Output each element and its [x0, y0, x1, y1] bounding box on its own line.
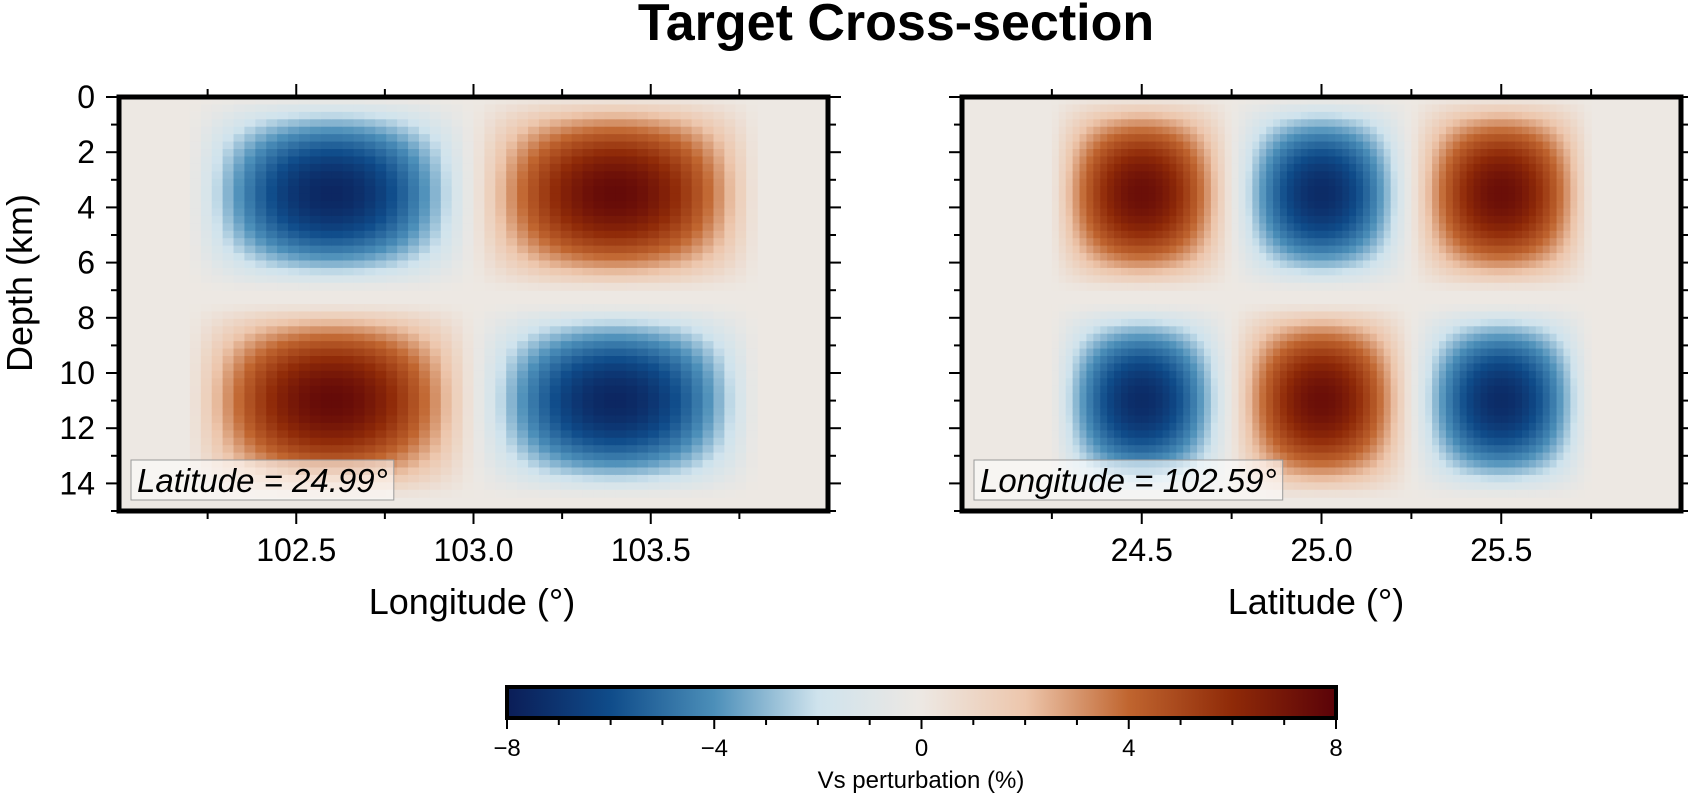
x-tick-label: 103.0 — [433, 532, 513, 568]
x-tick-label: 25.5 — [1470, 532, 1532, 568]
colorbar-tick-label: 8 — [1329, 735, 1342, 762]
x-axis-label-latitude: Latitude (°) — [1228, 581, 1404, 622]
colorbar: −8 −4 0 4 8 — [493, 685, 1343, 762]
anomaly-fast — [473, 97, 758, 291]
x-tick-label: 103.5 — [611, 532, 691, 568]
x-axis-label-longitude: Longitude (°) — [369, 581, 576, 622]
y-tick-label: 0 — [77, 79, 95, 115]
y-tick-label: 2 — [77, 134, 95, 170]
anomaly-fast — [1051, 97, 1233, 291]
y-tick-label: 14 — [59, 465, 95, 501]
panel-latitude-section: 24.5 25.0 25.5 Longitude = 102.59° — [949, 84, 1688, 568]
anomaly-slow — [189, 97, 475, 291]
colorbar-label: Vs perturbation (%) — [818, 767, 1025, 794]
y-tick-label: 8 — [77, 300, 95, 336]
colorbar-tick-label: 4 — [1122, 735, 1135, 762]
y-tick-label: 4 — [77, 189, 95, 225]
x-tick-label: 25.0 — [1290, 532, 1352, 568]
colorbar-tick-label: 0 — [915, 735, 928, 762]
anomaly-fast — [1411, 97, 1592, 291]
x-tick-label: 24.5 — [1111, 532, 1173, 568]
chart-title: Target Cross-section — [638, 0, 1154, 52]
y-tick-label: 6 — [77, 245, 95, 281]
anomaly-slow — [1231, 97, 1412, 291]
anomaly-slow — [473, 304, 758, 498]
anomaly-fast — [1231, 304, 1412, 498]
map-frame — [959, 94, 1684, 514]
annotation-text: Latitude = 24.99° — [137, 462, 388, 499]
y-tick-label: 12 — [59, 410, 95, 446]
annotation-text: Longitude = 102.59° — [980, 462, 1277, 499]
map-frame — [116, 94, 831, 514]
panel-longitude-section: 102.5 103.0 103.5 0 2 4 6 8 10 12 14 Latitude = 24.… — [59, 79, 841, 568]
colorbar-tick-label: −8 — [493, 735, 520, 762]
colorbar-tick-label: −4 — [701, 735, 728, 762]
y-tick-label: 10 — [59, 355, 95, 391]
x-tick-label: 102.5 — [256, 532, 336, 568]
section-annotation: Latitude = 24.99° — [130, 459, 395, 501]
anomaly-slow — [1411, 304, 1592, 498]
section-annotation: Longitude = 102.59° — [973, 459, 1284, 501]
colorbar-bar — [505, 685, 1338, 720]
y-axis-label: Depth (km) — [0, 194, 40, 372]
